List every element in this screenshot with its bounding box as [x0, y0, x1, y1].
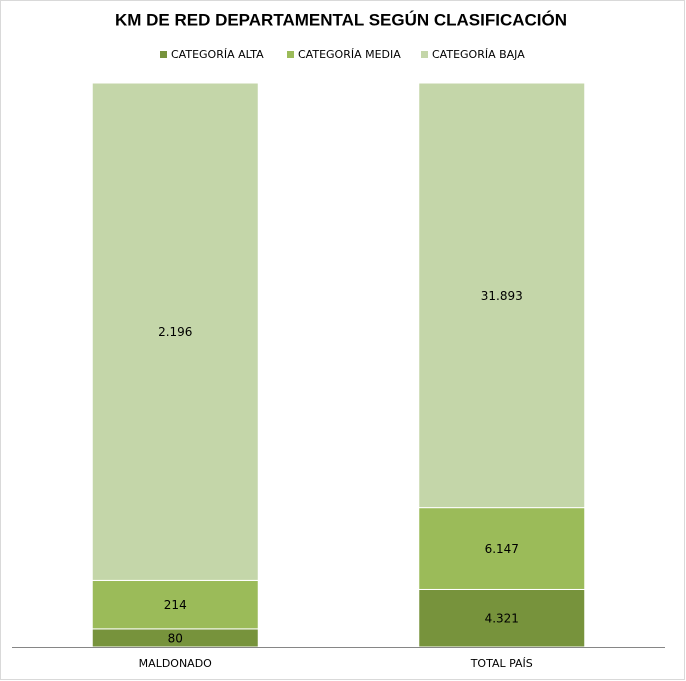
value-label: 4.321	[485, 612, 519, 626]
legend-label: CATEGORÍA BAJA	[432, 48, 525, 61]
x-tick-label: TOTAL PAÍS	[470, 657, 533, 670]
value-label: 2.196	[158, 325, 192, 339]
bar-segment	[418, 82, 586, 509]
value-label: 80	[168, 631, 183, 645]
bar-segment	[418, 588, 586, 648]
legend-swatch	[421, 51, 428, 58]
value-label: 6.147	[485, 542, 519, 556]
bar-segment	[91, 82, 259, 581]
x-tick-label: MALDONADO	[139, 657, 212, 670]
value-label: 31.893	[481, 289, 523, 303]
bar-segment	[418, 507, 586, 590]
legend-swatch	[160, 51, 167, 58]
legend-label: CATEGORÍA MEDIA	[298, 48, 401, 61]
value-label: 214	[164, 598, 187, 612]
legend-swatch	[287, 51, 294, 58]
chart-title: KM DE RED DEPARTAMENTAL SEGÚN CLASIFICAC…	[115, 10, 567, 29]
legend-label: CATEGORÍA ALTA	[171, 48, 264, 61]
